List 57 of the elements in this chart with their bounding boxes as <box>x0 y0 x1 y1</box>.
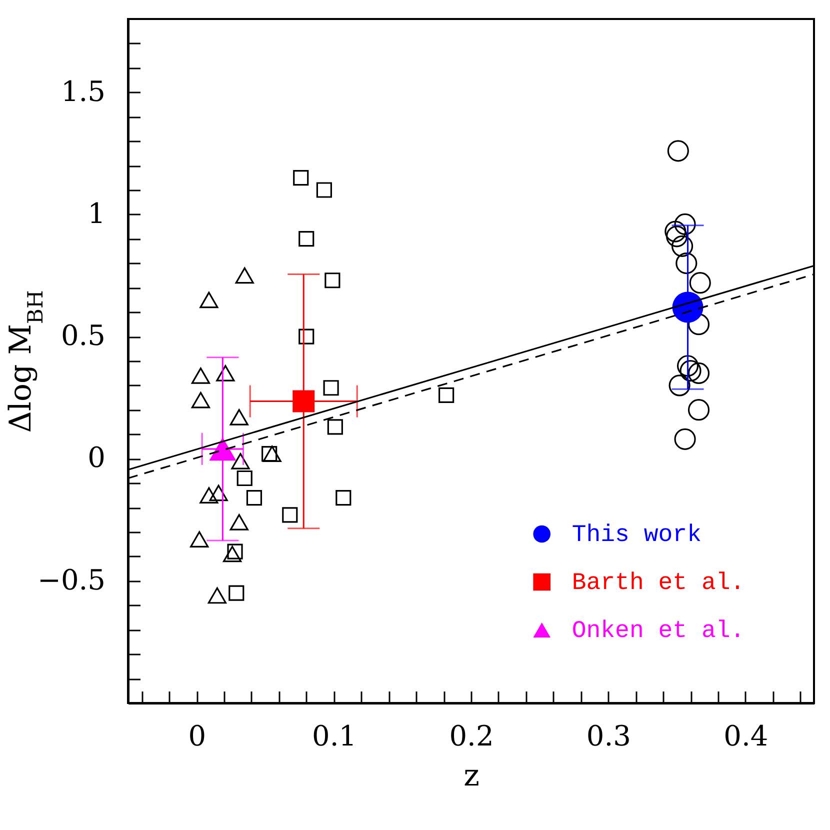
point <box>668 374 690 396</box>
point <box>680 360 702 382</box>
x-tick-label: 0.2 <box>449 720 494 752</box>
point <box>208 587 226 604</box>
point <box>292 390 315 412</box>
point <box>664 220 686 242</box>
y-tick-label: 0 <box>88 441 106 474</box>
point <box>672 292 704 323</box>
x-tick-label: 0.3 <box>586 720 631 752</box>
legend-label: Barth et al. <box>572 570 745 597</box>
point <box>671 235 694 257</box>
point <box>191 392 210 408</box>
point <box>327 419 343 435</box>
point <box>336 490 352 506</box>
point <box>216 365 235 382</box>
point <box>209 484 228 502</box>
point <box>236 470 252 486</box>
legend-label: This work <box>572 522 702 549</box>
point <box>323 380 339 396</box>
point <box>200 487 218 504</box>
point <box>209 437 236 461</box>
point <box>674 213 696 235</box>
point <box>676 252 698 274</box>
point <box>688 399 710 421</box>
point <box>231 452 250 470</box>
point <box>222 546 242 562</box>
x-tick-label: 0 <box>188 720 206 752</box>
y-tick-label: 0.5 <box>60 319 106 352</box>
point <box>200 292 218 308</box>
y-tick-label: −0.5 <box>38 563 106 596</box>
point <box>316 182 332 198</box>
point <box>246 490 262 506</box>
point <box>298 328 314 344</box>
x-tick-label: 0.4 <box>724 720 768 752</box>
point <box>667 140 689 162</box>
point <box>298 231 314 247</box>
x-tick-label: 0.1 <box>312 720 357 752</box>
point <box>230 409 248 426</box>
y-tick-label: 1 <box>88 196 106 230</box>
legend-label: Onken et al. <box>572 618 745 645</box>
point <box>438 387 454 403</box>
point <box>674 428 696 450</box>
point <box>230 514 248 530</box>
x-axis-title: z <box>464 758 480 794</box>
y-tick-label: 1.5 <box>60 74 106 108</box>
point <box>666 226 688 248</box>
point <box>689 272 711 294</box>
point <box>293 170 309 186</box>
point <box>235 267 254 284</box>
point <box>262 446 282 462</box>
point <box>228 585 244 601</box>
point <box>688 362 710 384</box>
point <box>190 531 209 548</box>
point <box>282 507 298 523</box>
point <box>324 272 340 288</box>
point <box>676 355 699 377</box>
point <box>191 367 210 384</box>
